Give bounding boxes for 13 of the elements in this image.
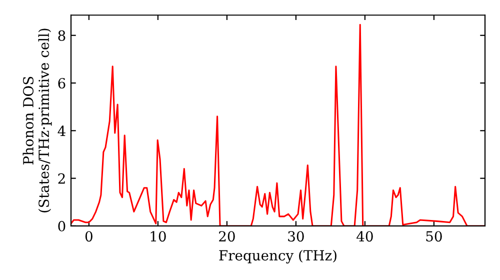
x-tick-label: 30	[288, 231, 304, 242]
x-axis-title: Frequency (THz)	[219, 250, 336, 264]
x-tick-label: 0	[85, 231, 92, 242]
y-tick-label: 4	[58, 126, 66, 136]
x-tick-label: 50	[426, 231, 442, 242]
y-tick-label: 0	[58, 220, 66, 232]
y-tick-label: 2	[58, 173, 65, 184]
y-tick-label: 6	[58, 78, 66, 88]
y-tick-label: 8	[58, 30, 66, 41]
x-tick-label: 20	[219, 231, 235, 242]
x-tick-label: 10	[150, 231, 166, 242]
y-axis-title: Phonon DOS (States/THz·primitive cell)	[22, 28, 52, 212]
x-tick-label: 40	[356, 231, 373, 242]
